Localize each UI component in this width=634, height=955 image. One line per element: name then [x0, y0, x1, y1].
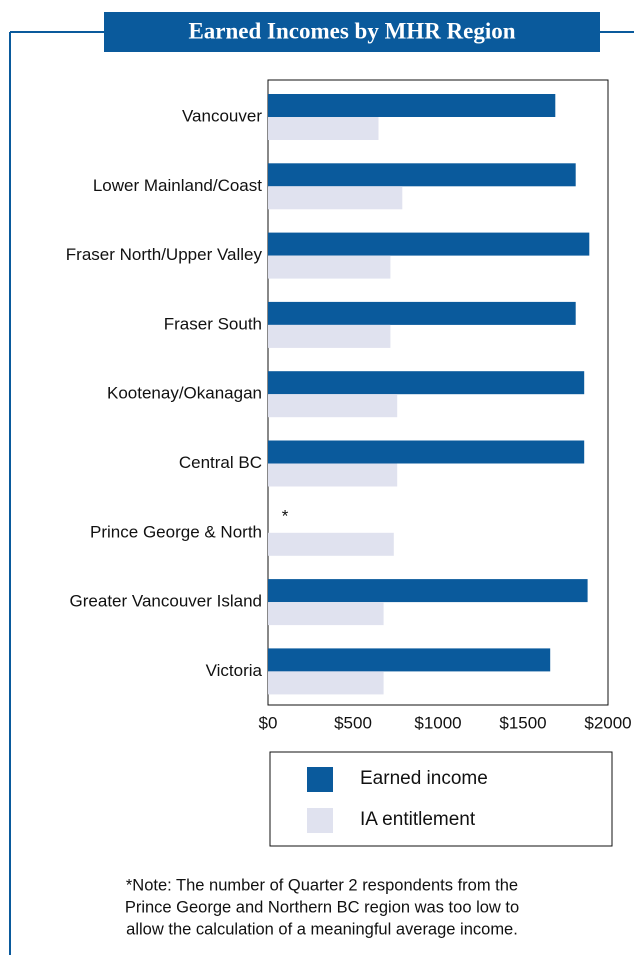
- chart-title: Earned Incomes by MHR Region: [188, 18, 515, 43]
- bar: [268, 602, 384, 626]
- annotation: *: [282, 506, 289, 525]
- bar: [268, 394, 398, 418]
- y-tick-label: Victoria: [206, 661, 263, 680]
- x-tick-label: $2000: [584, 713, 631, 732]
- y-tick-label: Lower Mainland/Coast: [93, 176, 262, 195]
- x-tick-label: $1500: [499, 713, 546, 732]
- legend-swatch: [307, 808, 333, 833]
- legend-label: IA entitlement: [360, 809, 476, 830]
- y-tick-label: Prince George & North: [90, 522, 262, 541]
- x-tick-label: $0: [259, 713, 278, 732]
- legend-label: Earned income: [360, 768, 488, 789]
- bar: [268, 117, 379, 140]
- bar: [268, 301, 576, 325]
- bar: [268, 648, 551, 672]
- bar: [268, 671, 384, 695]
- y-tick-label: Fraser North/Upper Valley: [66, 245, 263, 264]
- legend-box: [269, 751, 613, 847]
- x-tick-label: $500: [334, 713, 372, 732]
- y-tick-label: Central BC: [179, 453, 262, 472]
- title-banner: [104, 12, 600, 52]
- note: Prince George and Northern BC region was…: [125, 898, 519, 916]
- bar: [268, 440, 585, 464]
- bar: [268, 532, 394, 556]
- bar: [268, 463, 398, 487]
- bar: [268, 186, 403, 210]
- bar: [268, 255, 391, 279]
- bar: [268, 94, 556, 117]
- note: allow the calculation of a meaningful av…: [126, 920, 518, 938]
- note: *Note: The number of Quarter 2 responden…: [126, 876, 518, 894]
- y-tick-label: Greater Vancouver Island: [70, 592, 262, 611]
- bar: [268, 371, 585, 395]
- bar: [268, 324, 391, 348]
- y-tick-label: Vancouver: [182, 106, 262, 125]
- bar: [268, 232, 590, 256]
- bar: [268, 163, 576, 187]
- y-tick-label: Fraser South: [164, 314, 262, 333]
- bar: [268, 579, 588, 603]
- legend-swatch: [307, 767, 333, 792]
- x-tick-label: $1000: [414, 713, 461, 732]
- y-tick-label: Kootenay/Okanagan: [107, 384, 262, 403]
